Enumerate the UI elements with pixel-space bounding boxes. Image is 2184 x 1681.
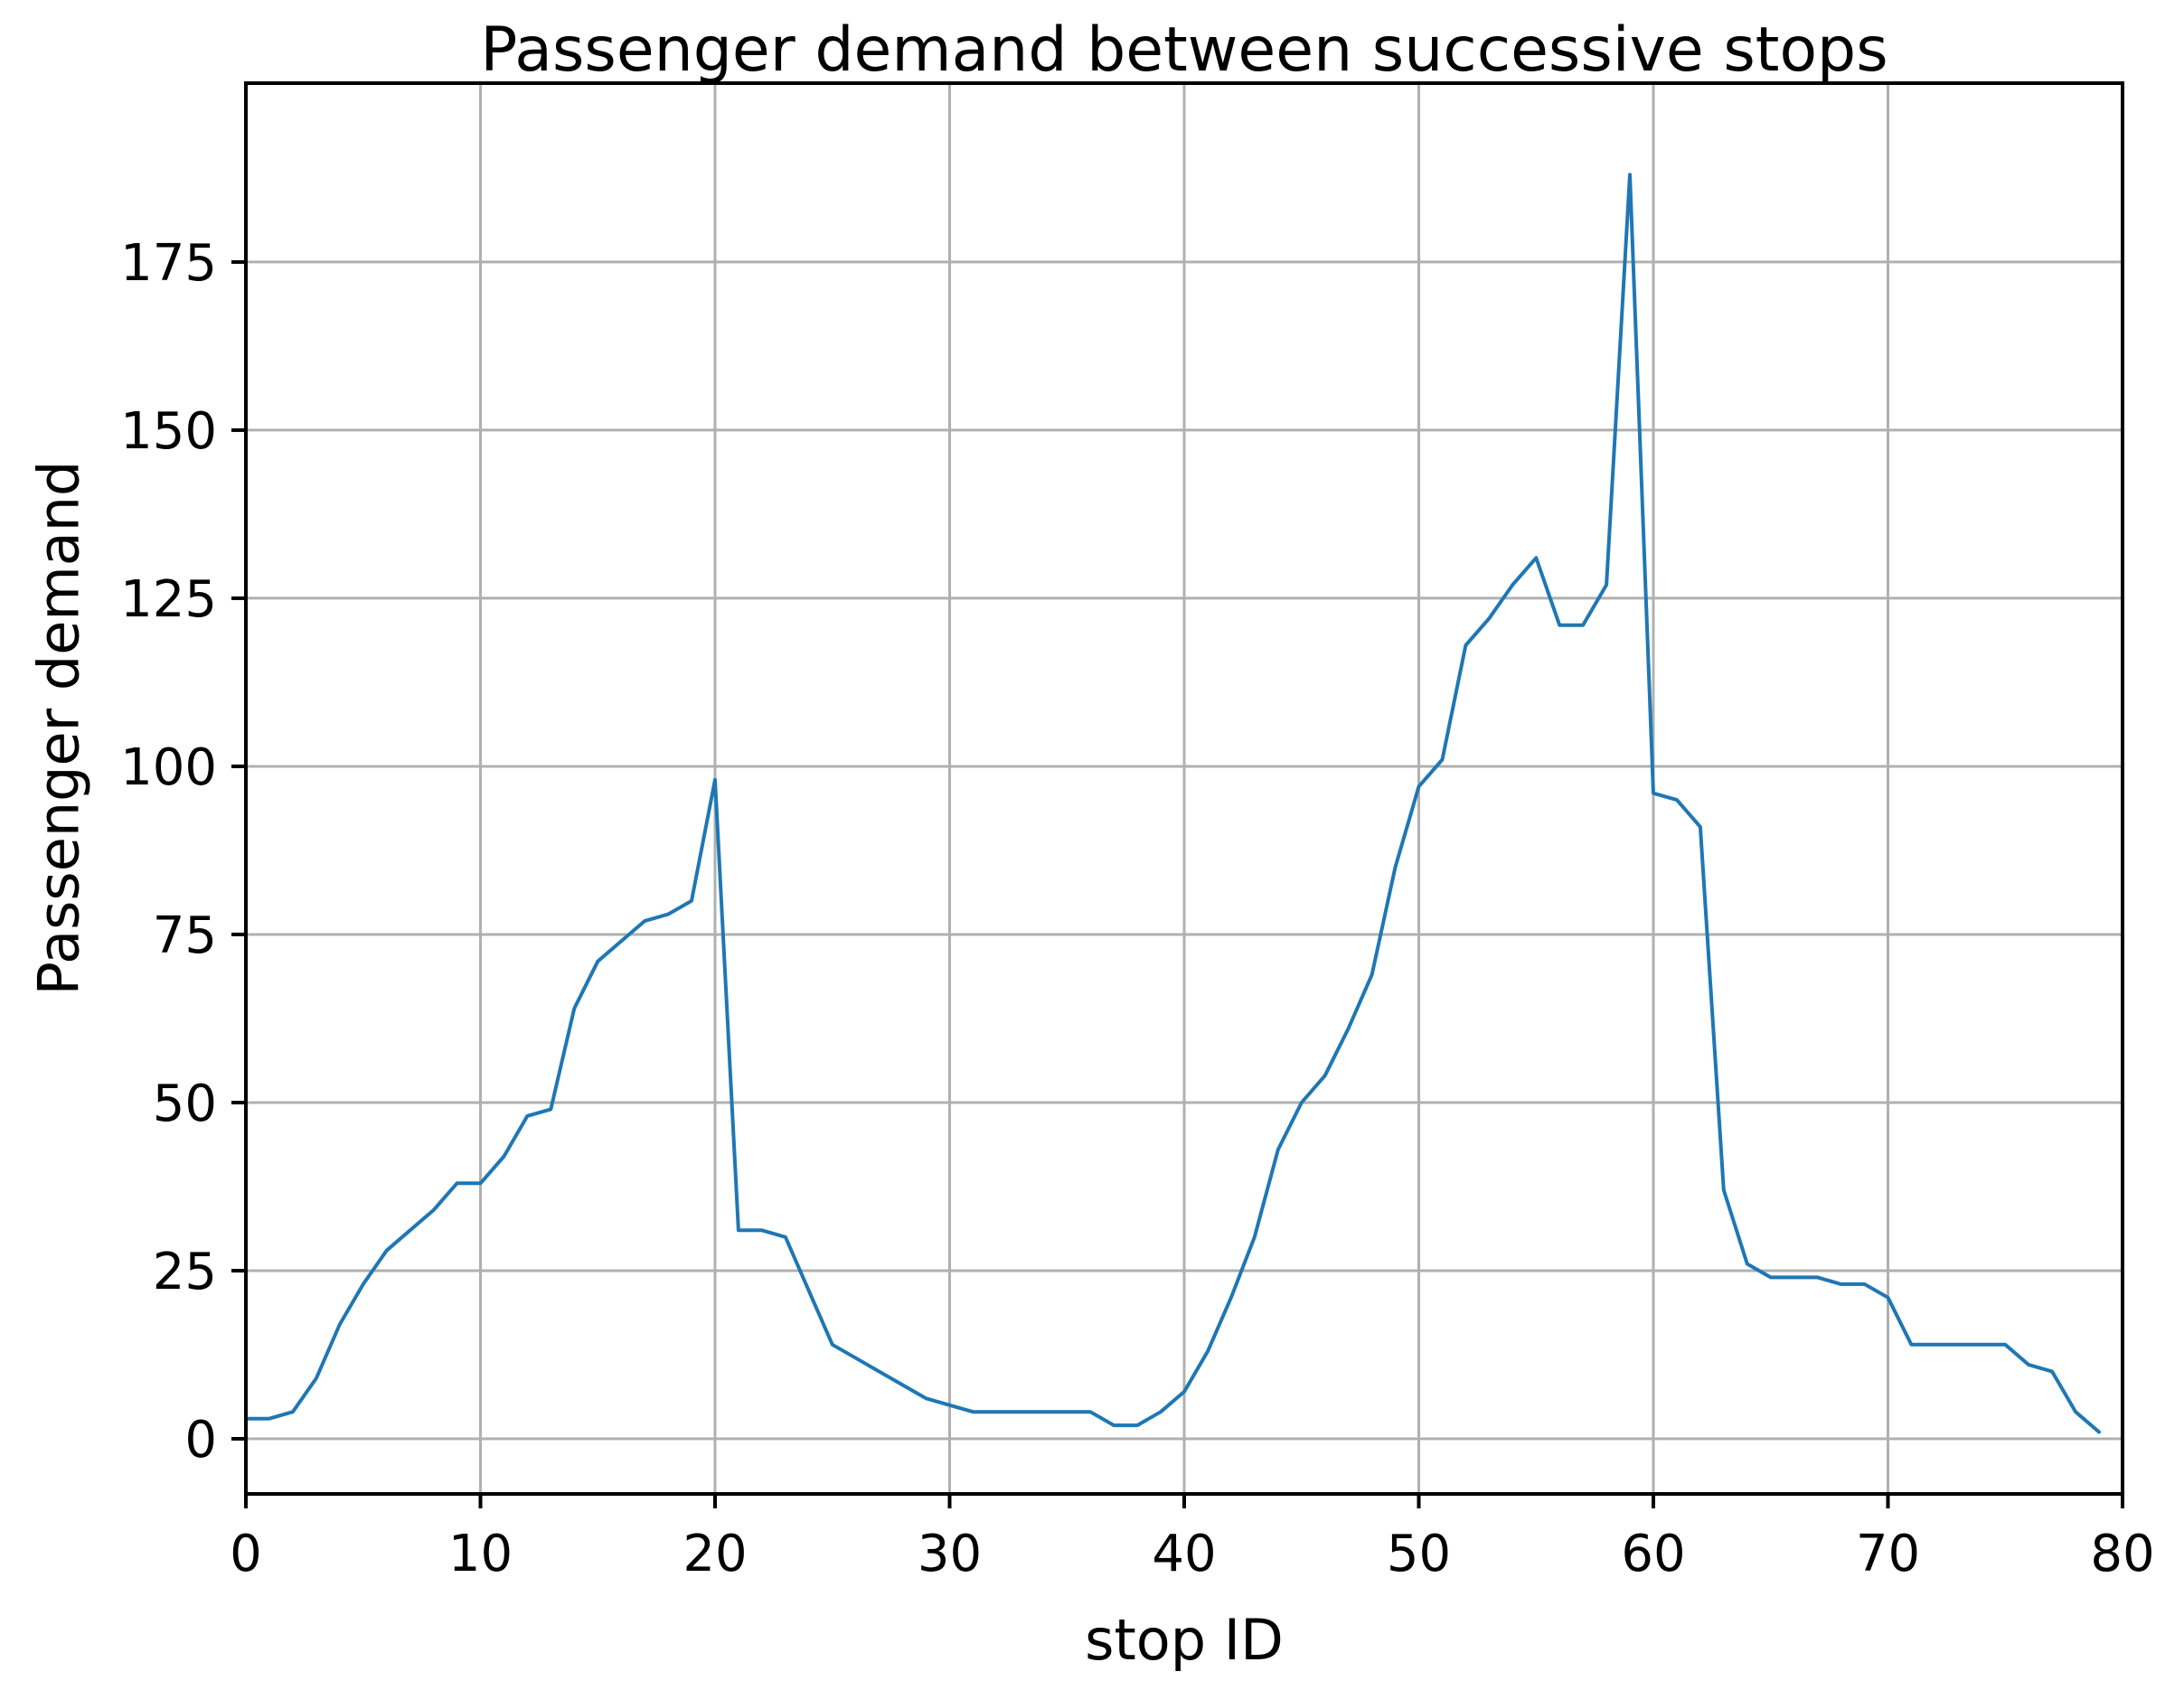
x-tick-label-50: 50: [1387, 1525, 1451, 1583]
y-tick-label-125: 125: [120, 570, 217, 629]
y-tick-label-25: 25: [153, 1243, 217, 1301]
x-tick-label-40: 40: [1152, 1525, 1216, 1583]
y-tick-label-100: 100: [120, 738, 217, 797]
x-tick-label-10: 10: [448, 1525, 513, 1583]
y-tick-label-50: 50: [153, 1075, 217, 1133]
demand-line: [244, 173, 2101, 1434]
y-tick-label-75: 75: [153, 906, 217, 965]
x-tick-label-80: 80: [2090, 1525, 2154, 1583]
y-tick-label-0: 0: [184, 1411, 217, 1470]
y-axis-label: Passenger demand: [25, 460, 92, 996]
x-tick-label-20: 20: [682, 1525, 747, 1583]
x-tick-label-70: 70: [1856, 1525, 1920, 1583]
chart-title: Passenger demand between successive stop…: [480, 14, 1888, 86]
y-tick-label-175: 175: [120, 234, 217, 293]
x-axis-label: stop ID: [1085, 1607, 1284, 1673]
x-tick-label-0: 0: [230, 1525, 262, 1583]
x-tick-label-30: 30: [918, 1525, 982, 1583]
y-tick-label-150: 150: [120, 402, 217, 461]
x-tick-label-60: 60: [1621, 1525, 1685, 1583]
